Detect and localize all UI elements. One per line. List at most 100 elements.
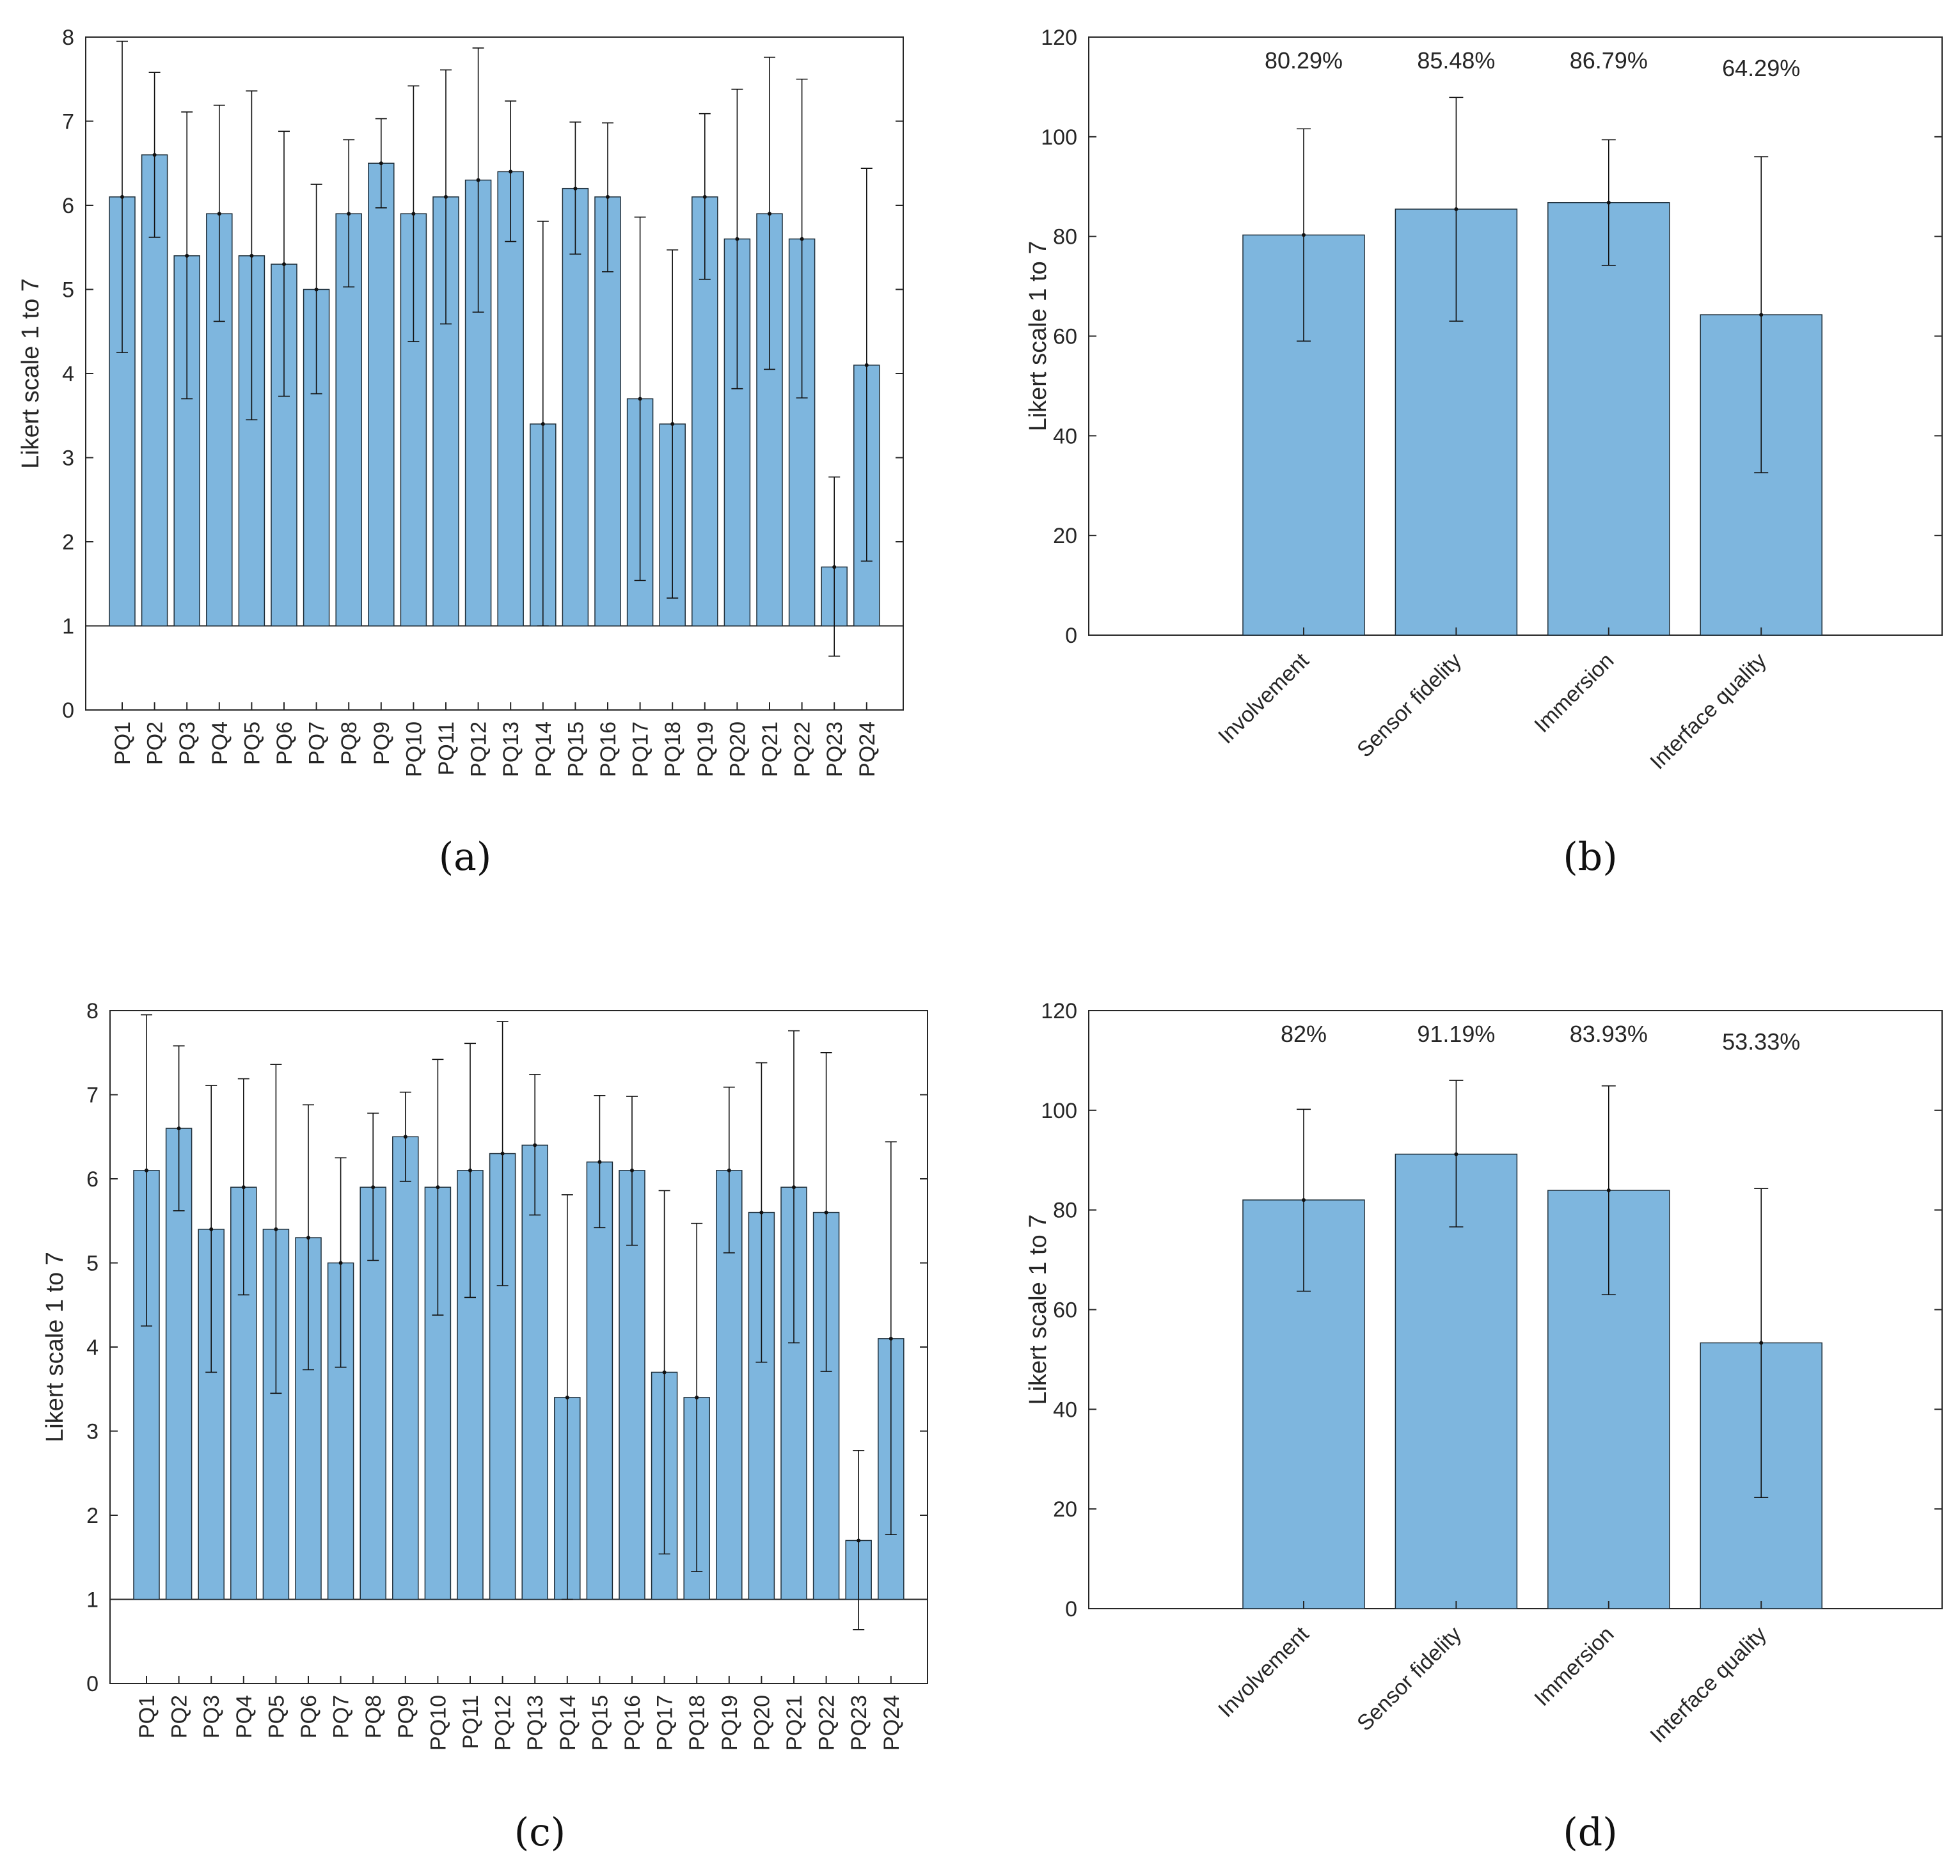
x-tick-label: PQ17 bbox=[629, 721, 653, 777]
chart-panel-d: 0 20 40 60 80 100 120 Likert scale 1 to 7 Involv… bbox=[979, 959, 1960, 1791]
y-tick-label: 40 bbox=[1053, 424, 1077, 448]
x-tick-label: PQ13 bbox=[523, 1695, 548, 1751]
x-tick-label: PQ12 bbox=[491, 1695, 516, 1751]
mean-point bbox=[702, 194, 707, 199]
mean-point bbox=[371, 1185, 375, 1190]
x-tick-label: PQ22 bbox=[791, 721, 815, 777]
mean-point bbox=[565, 1395, 569, 1399]
mean-point bbox=[1454, 1152, 1458, 1156]
mean-point bbox=[735, 237, 739, 241]
likert-bar-chart-a: 0 1 2 3 4 5 6 7 8 Likert scale 1 to 7 PQ1 PQ2 PQ3 PQ4… bbox=[17, 26, 904, 777]
x-tick-label: Immersion bbox=[1529, 1622, 1618, 1711]
x-tick-label: PQ24 bbox=[855, 721, 880, 777]
mean-point bbox=[217, 212, 221, 216]
mean-point bbox=[120, 194, 124, 199]
y-axis-label: Likert scale 1 to 7 bbox=[42, 1252, 68, 1442]
x-tick-label: PQ22 bbox=[815, 1695, 839, 1751]
x-tick-label: PQ18 bbox=[685, 1695, 709, 1751]
y-tick-label: 8 bbox=[62, 26, 74, 50]
x-tick-label: PQ6 bbox=[273, 721, 297, 765]
mean-point bbox=[662, 1370, 667, 1375]
x-tick-label: PQ14 bbox=[556, 1695, 580, 1751]
mean-point bbox=[597, 1160, 602, 1164]
caption-b: (b) bbox=[1563, 835, 1618, 879]
x-tick-label: PQ15 bbox=[588, 1695, 612, 1751]
x-tick-label: PQ2 bbox=[143, 721, 168, 765]
x-tick-label: PQ8 bbox=[361, 1695, 386, 1738]
y-tick-label: 5 bbox=[86, 1252, 99, 1276]
y-tick-label: 7 bbox=[86, 1084, 99, 1108]
y-tick-label: 60 bbox=[1053, 1298, 1077, 1323]
y-tick-label: 5 bbox=[62, 278, 74, 303]
mean-point bbox=[541, 422, 545, 426]
mean-point bbox=[282, 262, 286, 267]
bar bbox=[586, 1161, 613, 1600]
x-tick-label: PQ10 bbox=[426, 1695, 450, 1751]
mean-point bbox=[500, 1151, 505, 1156]
y-tick-label: 6 bbox=[86, 1167, 99, 1192]
x-tick-label: PQ3 bbox=[175, 721, 200, 765]
x-tick-label: Interface quality bbox=[1645, 1622, 1771, 1748]
x-tick-label: PQ4 bbox=[208, 721, 232, 765]
mean-point bbox=[1454, 207, 1458, 211]
y-tick-label: 2 bbox=[62, 530, 74, 555]
mean-point bbox=[824, 1210, 828, 1215]
mean-point bbox=[573, 186, 578, 191]
x-tick-label: PQ7 bbox=[329, 1695, 354, 1738]
y-tick-label: 6 bbox=[62, 194, 74, 218]
x-tick-label: PQ12 bbox=[467, 721, 491, 777]
bar bbox=[327, 1262, 354, 1600]
bar bbox=[238, 255, 265, 627]
bar bbox=[1547, 202, 1670, 636]
x-tick-label: Immersion bbox=[1529, 649, 1618, 737]
mean-point bbox=[468, 1168, 472, 1172]
mean-point bbox=[727, 1168, 731, 1172]
x-tick-label: Interface quality bbox=[1645, 649, 1771, 775]
y-tick-label: 3 bbox=[62, 446, 74, 471]
bar-annotation: 91.19% bbox=[1417, 1021, 1495, 1047]
x-tick-label: PQ7 bbox=[305, 721, 329, 765]
y-tick-label: 3 bbox=[86, 1420, 99, 1444]
mean-point bbox=[832, 565, 837, 569]
x-tick-label: PQ9 bbox=[394, 1695, 418, 1738]
x-tick-label: PQ20 bbox=[750, 1695, 774, 1751]
mean-point bbox=[606, 194, 610, 199]
mean-point bbox=[152, 153, 157, 157]
x-tick-label: PQ2 bbox=[168, 1695, 192, 1738]
bar bbox=[1395, 1153, 1518, 1609]
mean-point bbox=[379, 161, 383, 166]
mean-point bbox=[1606, 1188, 1611, 1193]
y-tick-label: 20 bbox=[1053, 524, 1077, 548]
mean-point bbox=[864, 363, 869, 367]
x-tick-label: PQ23 bbox=[823, 721, 847, 777]
mean-point bbox=[403, 1135, 407, 1139]
y-tick-label: 0 bbox=[1065, 1597, 1077, 1621]
y-tick-label: 60 bbox=[1053, 325, 1077, 349]
chart-panel-b: 0 20 40 60 80 100 120 Likert scale 1 to 7 Involv… bbox=[979, 0, 1960, 825]
y-tick-label: 2 bbox=[86, 1504, 99, 1528]
y-axis-label: Likert scale 1 to 7 bbox=[1025, 1215, 1052, 1405]
bar-annotation: 85.48% bbox=[1417, 47, 1495, 74]
mean-point bbox=[768, 212, 771, 216]
y-tick-label: 8 bbox=[86, 999, 99, 1023]
mean-point bbox=[1302, 233, 1306, 237]
mean-point bbox=[857, 1538, 861, 1543]
y-tick-label: 0 bbox=[86, 1672, 99, 1696]
bar-annotation: 83.93% bbox=[1570, 1021, 1648, 1047]
x-tick-label: PQ8 bbox=[337, 721, 361, 765]
mean-point bbox=[241, 1185, 246, 1190]
x-tick-label: PQ21 bbox=[782, 1695, 807, 1751]
x-tick-label: PQ21 bbox=[758, 721, 782, 777]
y-tick-label: 0 bbox=[1065, 624, 1077, 648]
y-tick-label: 80 bbox=[1053, 225, 1077, 249]
mean-point bbox=[185, 253, 189, 258]
mean-point bbox=[411, 212, 416, 216]
mean-point bbox=[638, 397, 642, 401]
y-tick-label: 4 bbox=[86, 1336, 99, 1360]
mean-point bbox=[274, 1227, 278, 1231]
x-tick-label: PQ24 bbox=[880, 1695, 904, 1751]
percent-bar-chart-d: 0 20 40 60 80 100 120 Likert scale 1 to 7 Involv… bbox=[1025, 999, 1943, 1748]
mean-point bbox=[314, 287, 319, 292]
x-tick-label: PQ19 bbox=[718, 1695, 742, 1751]
mean-point bbox=[306, 1236, 310, 1240]
